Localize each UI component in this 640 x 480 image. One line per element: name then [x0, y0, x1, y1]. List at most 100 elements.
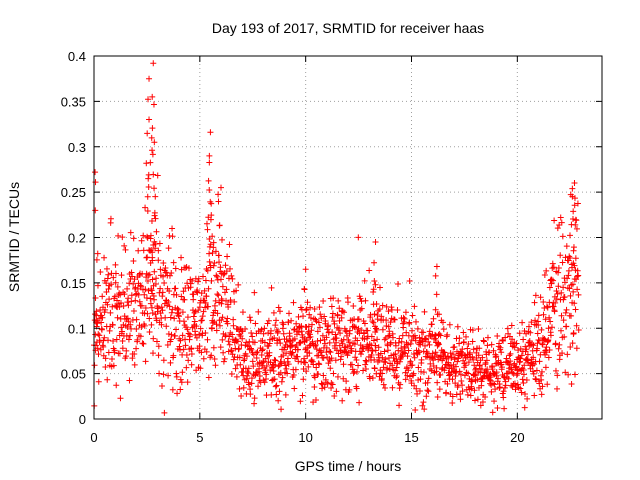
data-point — [346, 339, 353, 346]
data-point — [288, 352, 295, 359]
data-point — [284, 355, 291, 362]
data-point — [179, 309, 186, 316]
data-point — [503, 355, 510, 362]
data-point — [224, 320, 231, 327]
data-point — [259, 347, 266, 354]
data-point — [211, 260, 218, 267]
data-point — [157, 285, 164, 292]
data-point — [95, 351, 102, 358]
data-point — [401, 343, 408, 350]
data-point — [449, 376, 456, 383]
data-point — [244, 368, 251, 375]
data-point — [203, 293, 210, 300]
data-point — [235, 281, 242, 288]
data-point — [105, 349, 112, 356]
data-point — [432, 306, 439, 313]
data-point — [371, 356, 378, 363]
data-point — [140, 340, 147, 347]
data-point — [317, 337, 324, 344]
data-point — [200, 273, 207, 280]
data-point — [470, 356, 477, 363]
data-point — [273, 317, 280, 324]
data-point — [440, 326, 447, 333]
data-point — [563, 243, 570, 250]
data-point — [101, 334, 108, 341]
data-point — [469, 327, 476, 334]
data-point — [116, 303, 123, 310]
data-point — [402, 376, 409, 383]
y-tick-label: 0 — [79, 412, 86, 427]
data-point — [574, 286, 581, 293]
data-point — [432, 335, 439, 342]
data-point — [565, 272, 572, 279]
data-point — [569, 193, 576, 200]
data-point — [412, 337, 419, 344]
data-point — [535, 321, 542, 328]
data-point — [248, 346, 255, 353]
data-point — [179, 369, 186, 376]
data-point — [309, 338, 316, 345]
data-point — [524, 357, 531, 364]
data-point — [221, 289, 228, 296]
data-point — [570, 208, 577, 215]
data-point — [452, 363, 459, 370]
data-point — [112, 261, 119, 268]
data-point — [198, 349, 205, 356]
data-point — [443, 333, 450, 340]
data-point — [155, 343, 162, 350]
data-point — [417, 341, 424, 348]
data-point — [102, 355, 109, 362]
x-tick-label: 10 — [298, 430, 312, 445]
data-point — [416, 387, 423, 394]
data-point — [201, 287, 208, 294]
data-point — [516, 359, 523, 366]
data-point — [217, 344, 224, 351]
data-point — [341, 309, 348, 316]
data-point — [339, 397, 346, 404]
data-point — [271, 376, 278, 383]
data-point — [378, 313, 385, 320]
data-point — [107, 215, 114, 222]
data-point — [575, 326, 582, 333]
data-point — [480, 338, 487, 345]
data-point — [370, 286, 377, 293]
data-point — [134, 336, 141, 343]
data-point — [471, 387, 478, 394]
data-point — [102, 306, 109, 313]
data-point — [353, 368, 360, 375]
data-point — [130, 308, 137, 315]
data-point — [525, 323, 532, 330]
data-point — [272, 322, 279, 329]
data-point — [352, 354, 359, 361]
data-point — [480, 337, 487, 344]
data-point — [460, 338, 467, 345]
data-point — [475, 352, 482, 359]
data-point — [318, 347, 325, 354]
data-point — [97, 269, 104, 276]
data-point — [533, 367, 540, 374]
data-point — [158, 321, 165, 328]
data-point — [565, 267, 572, 274]
data-point — [236, 354, 243, 361]
data-point — [219, 336, 226, 343]
data-point — [223, 286, 230, 293]
data-point — [312, 341, 319, 348]
data-point — [558, 289, 565, 296]
data-point — [392, 367, 399, 374]
data-point — [185, 330, 192, 337]
data-point — [363, 358, 370, 365]
data-point — [158, 382, 165, 389]
data-point — [528, 319, 535, 326]
data-point — [321, 340, 328, 347]
data-point — [239, 309, 246, 316]
data-point — [244, 342, 251, 349]
data-point — [470, 346, 477, 353]
data-point — [422, 335, 429, 342]
data-point — [563, 323, 570, 330]
data-point — [253, 354, 260, 361]
data-point — [362, 357, 369, 364]
data-point — [539, 340, 546, 347]
data-point — [573, 217, 580, 224]
data-point — [361, 336, 368, 343]
data-point — [546, 347, 553, 354]
